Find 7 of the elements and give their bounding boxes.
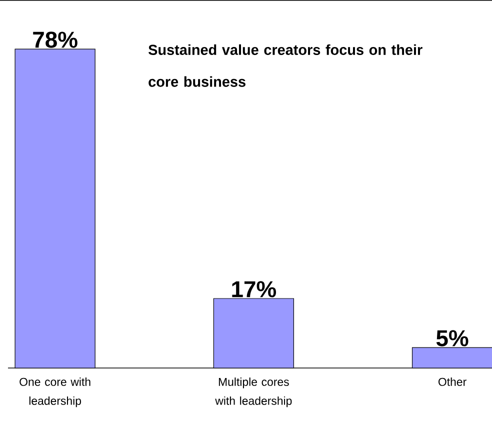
chart-title: Sustained value creators focus on their core business [148, 44, 422, 87]
data-label: 78% [33, 32, 78, 48]
data-label: 5% [436, 330, 468, 346]
x-tick-label: Multiple cores with leadership [215, 378, 292, 408]
x-tick-label: One core with leadership [20, 378, 90, 408]
data-label: 17% [232, 281, 276, 298]
x-tick-label: Other [438, 378, 466, 386]
